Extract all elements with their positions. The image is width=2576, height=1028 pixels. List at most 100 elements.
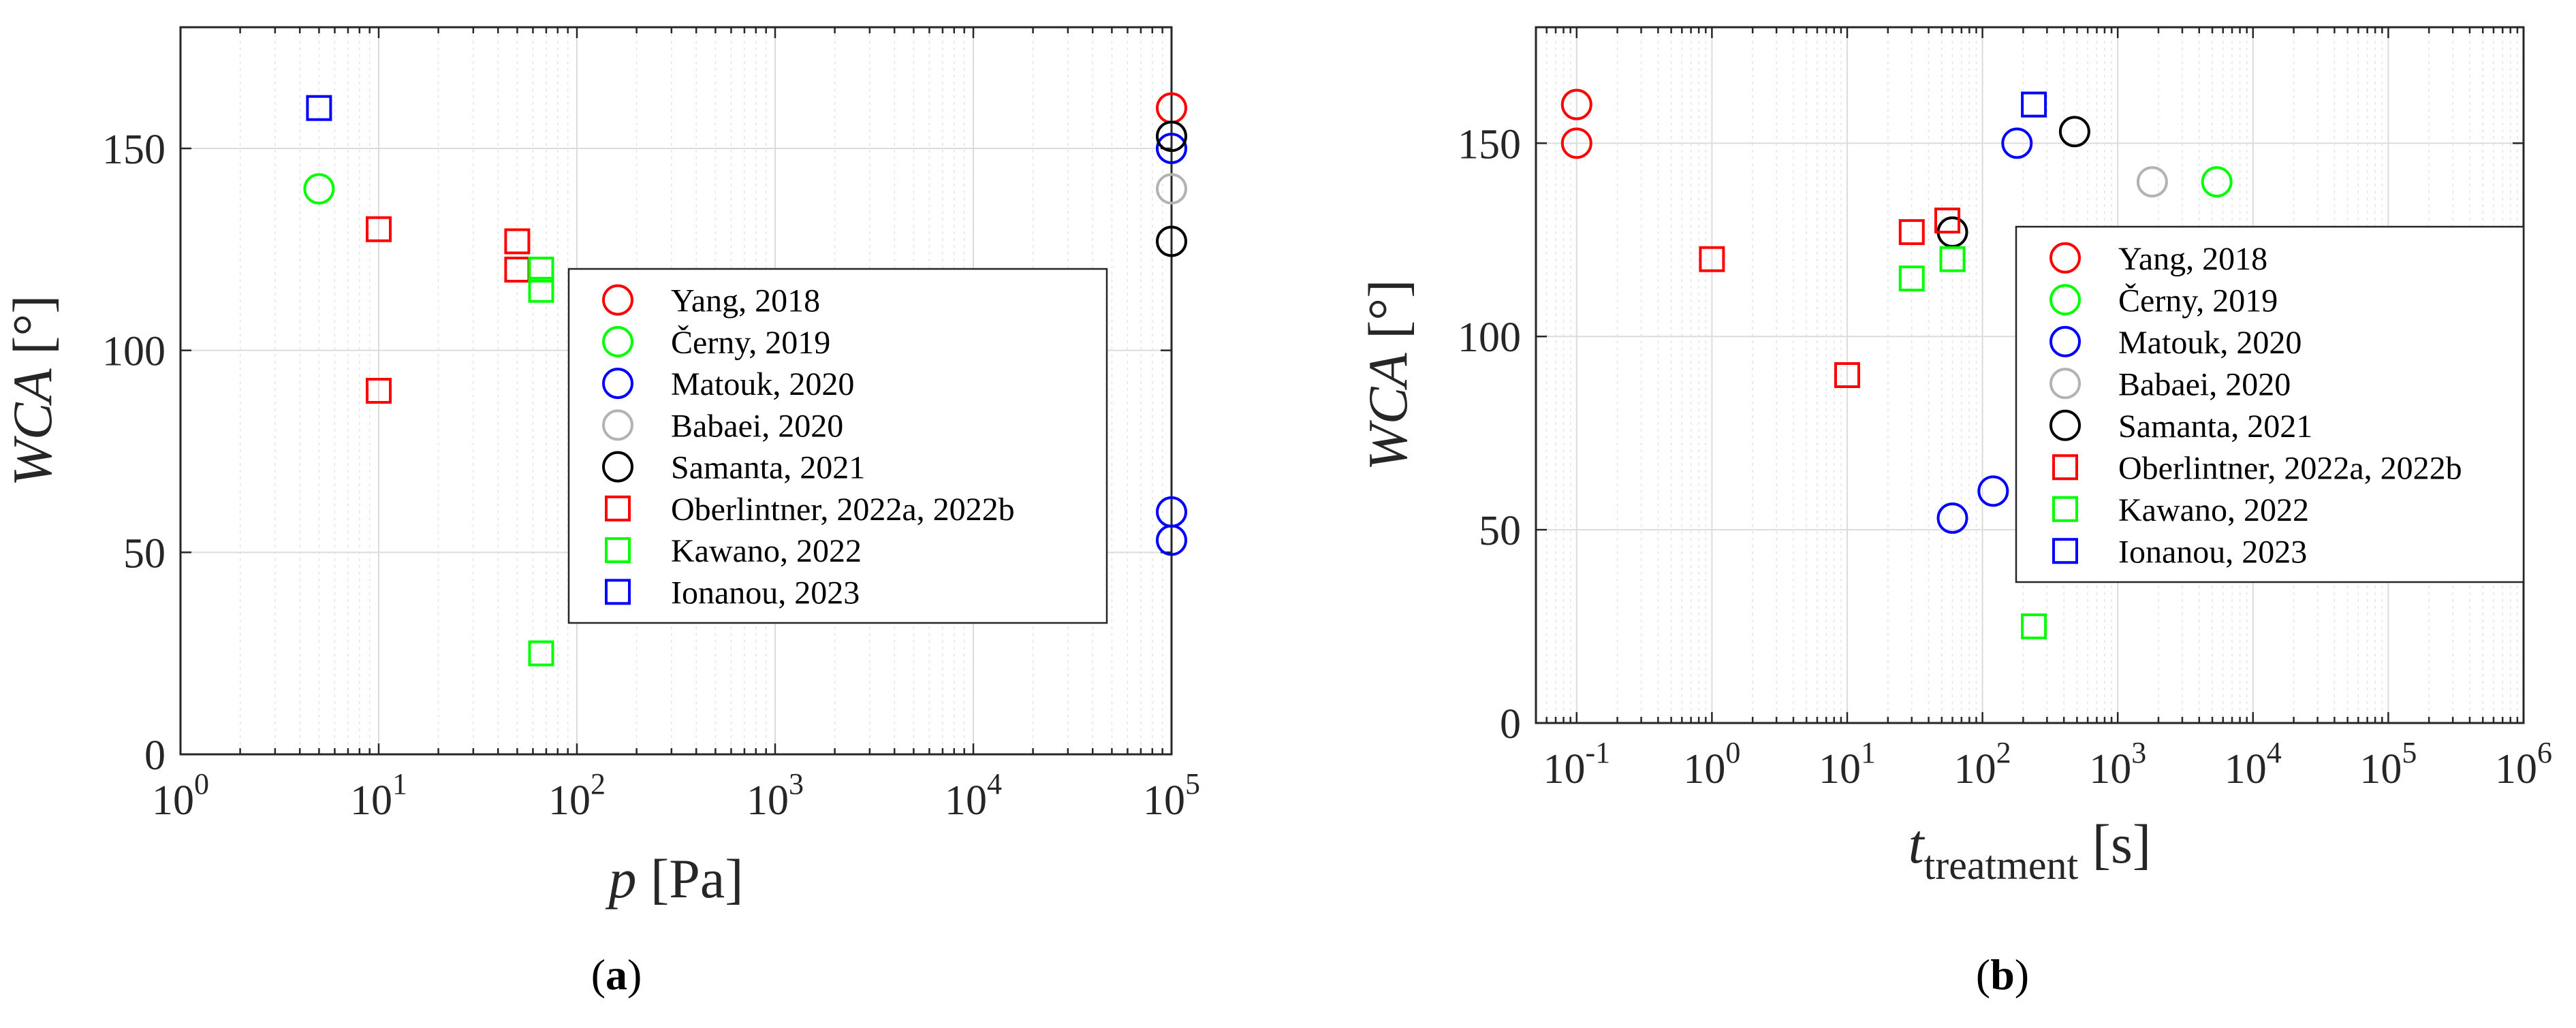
legend-entry-label: Babaei, 2020: [2118, 366, 2291, 402]
x-tick-label: 101: [1819, 736, 1876, 792]
legend-marker-square: [2052, 496, 2078, 522]
x-tick-label: 103: [747, 767, 804, 824]
data-point-circle: [1560, 89, 1592, 121]
y-tick-label: 0: [144, 733, 166, 779]
x-tick-label: 100: [1683, 736, 1740, 792]
legend-entry-label: Matouk, 2020: [2118, 325, 2302, 361]
x-axis-label: p [Pa]: [605, 848, 743, 910]
y-tick-label: 0: [1500, 701, 1521, 748]
x-tick-label: 102: [1954, 736, 2011, 792]
data-point-circle: [1156, 133, 1187, 164]
legend-entry-label: Matouk, 2020: [671, 366, 854, 402]
data-point-circle: [2136, 166, 2168, 198]
data-point-square: [528, 257, 554, 283]
legend-entry-label: Ionanou, 2023: [671, 575, 860, 611]
legend-entry-label: Yang, 2018: [671, 283, 820, 319]
chart-panel-a: 100 101 102 103 104 105 0 50 100 150 p [Pa] WCA [°]…: [1, 26, 1200, 910]
chart-panel-b: 10-1 100 101 102 103 104 105 106 0 50 100 150 ttreat…: [1357, 26, 2552, 888]
data-point-circle: [1156, 225, 1187, 257]
legend-entry-label: Černy, 2019: [2118, 282, 2278, 319]
legend-box: [567, 268, 1108, 624]
legend-entry-label: Samanta, 2021: [2118, 408, 2312, 445]
legend-marker-square: [605, 537, 631, 564]
legend-marker-square: [2052, 454, 2078, 481]
x-tick-label: 104: [2225, 736, 2282, 792]
data-point-square: [504, 228, 531, 255]
y-tick-label: 100: [102, 329, 166, 375]
legend-entry-label: Samanta, 2021: [671, 450, 865, 486]
legend-marker-circle: [602, 451, 633, 483]
data-markers: [1560, 89, 2233, 640]
y-axis-label: WCA [°]: [1, 295, 63, 487]
y-tick-label: 100: [1458, 315, 1521, 361]
legend-marker-circle: [602, 284, 633, 316]
data-point-circle: [2201, 166, 2233, 198]
panel-caption-b: (b): [1975, 950, 2030, 999]
data-point-square: [528, 276, 554, 303]
legend-marker-square: [2052, 538, 2078, 564]
data-point-square: [1934, 207, 1961, 234]
x-tick-label: 103: [2089, 736, 2146, 792]
data-point-circle: [1156, 173, 1187, 205]
legend-entry-label: Černy, 2019: [671, 324, 830, 361]
legend-marker-circle: [2049, 368, 2081, 400]
legend-entry-label: Kawano, 2022: [671, 533, 862, 569]
legend-marker-circle: [602, 368, 633, 400]
axes-box: [179, 26, 1173, 756]
data-point-circle: [2001, 127, 2033, 159]
legend-entry-label: Yang, 2018: [2118, 241, 2267, 277]
legend-entry-label: Oberlintner, 2022a, 2022b: [2118, 450, 2462, 486]
x-tick-label: 106: [2495, 736, 2552, 792]
data-point-circle: [1560, 127, 1592, 159]
legend-entry-label: Oberlintner, 2022a, 2022b: [671, 492, 1015, 528]
x-tick-label: 105: [2359, 736, 2417, 792]
x-tick-label: 100: [152, 767, 209, 824]
legend-entry-label: Babaei, 2020: [671, 408, 843, 444]
y-axis-label: WCA [°]: [1357, 280, 1419, 471]
legend-entry-label: Kawano, 2022: [2118, 492, 2309, 528]
y-tick-label: 150: [102, 127, 166, 173]
legend-marker-square: [605, 579, 631, 605]
data-point-circle: [1977, 475, 2009, 507]
data-point-circle: [1936, 502, 1968, 534]
tick-marks: [1535, 27, 2524, 724]
x-axis-label: ttreatment [s]: [1909, 813, 2151, 888]
legend: Yang, 2018 Černy, 2019 Matouk, 2020 Babaei,…: [567, 268, 1108, 624]
panel-caption-a: (a): [591, 950, 642, 999]
x-tick-label: 10-1: [1543, 736, 1610, 792]
legend-marker-circle: [602, 409, 633, 441]
data-point-square: [306, 95, 332, 121]
x-tick-label: 102: [548, 767, 606, 824]
data-point-circle: [2058, 116, 2090, 148]
x-tick-label: 104: [945, 767, 1002, 824]
legend-marker-square: [605, 495, 631, 521]
data-point-circle: [1156, 524, 1187, 556]
data-point-square: [2021, 91, 2047, 118]
data-point-square: [1834, 362, 1860, 388]
data-point-square: [366, 216, 392, 242]
y-tick-label: 50: [1479, 508, 1521, 554]
y-tick-label: 150: [1458, 121, 1521, 167]
data-point-square: [2021, 613, 2047, 640]
data-point-square: [1898, 266, 1925, 292]
legend-entry-label: Ionanou, 2023: [2118, 534, 2307, 570]
legend-marker-circle: [2049, 409, 2081, 441]
x-tick-label: 105: [1143, 767, 1200, 824]
data-point-circle: [1156, 121, 1187, 152]
legend: Yang, 2018 Černy, 2019 Matouk, 2020 Babaei,…: [2015, 225, 2525, 583]
legend-marker-circle: [2049, 242, 2081, 274]
data-point-square: [1898, 219, 1925, 245]
x-tick-label: 101: [350, 767, 407, 824]
legend-marker-circle: [2049, 325, 2081, 357]
data-point-square: [528, 640, 554, 666]
data-point-square: [1699, 246, 1725, 272]
legend-marker-circle: [602, 325, 633, 357]
data-point-square: [1939, 246, 1966, 272]
legend-box: [2015, 225, 2525, 583]
legend-marker-circle: [2049, 284, 2081, 316]
data-point-circle: [303, 173, 335, 205]
data-markers: [303, 92, 1187, 666]
y-tick-label: 50: [123, 530, 166, 577]
data-point-square: [366, 378, 392, 404]
